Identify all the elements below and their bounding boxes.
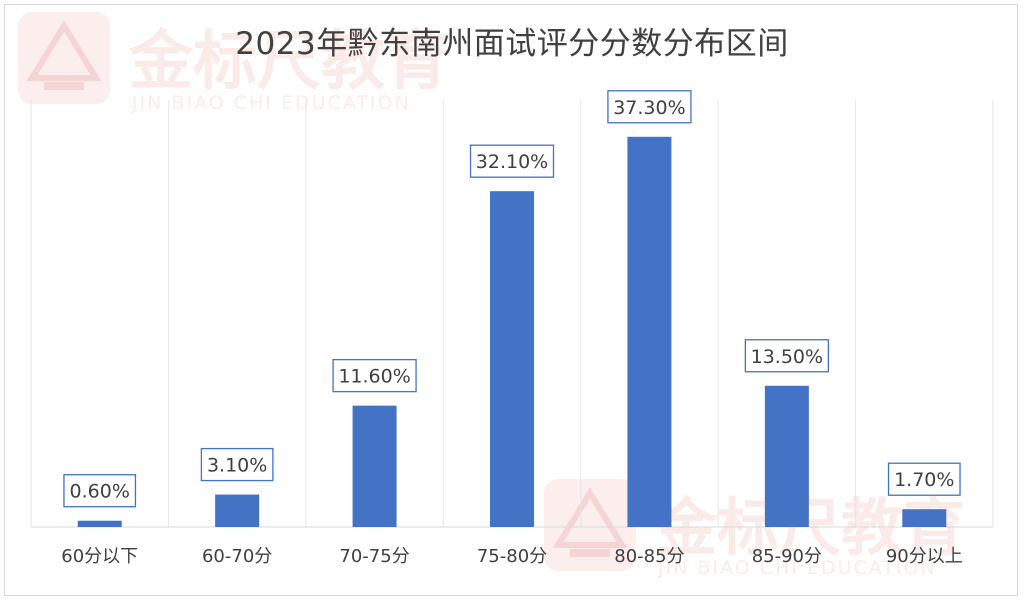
bar bbox=[490, 191, 534, 527]
x-tick-label: 75-80分 bbox=[477, 546, 547, 567]
data-label: 13.50% bbox=[751, 346, 823, 368]
data-label-box bbox=[607, 90, 692, 124]
bar bbox=[627, 136, 672, 527]
data-label-box bbox=[887, 462, 961, 496]
x-tick-label: 90分以上 bbox=[886, 546, 963, 567]
bar bbox=[352, 405, 397, 527]
data-label: 0.60% bbox=[70, 481, 130, 503]
x-tick-label: 85-90分 bbox=[752, 546, 822, 567]
data-label-box bbox=[744, 339, 830, 373]
bar bbox=[215, 494, 260, 527]
x-tick-label: 80-85分 bbox=[614, 546, 684, 567]
data-label-box bbox=[469, 144, 555, 178]
bar bbox=[77, 520, 122, 527]
data-label: 3.10% bbox=[207, 455, 267, 477]
data-label-box bbox=[332, 358, 417, 393]
bar bbox=[764, 385, 809, 527]
x-tick-label: 60分以下 bbox=[61, 546, 138, 567]
data-label-box bbox=[200, 447, 274, 482]
x-tick-label: 60-70分 bbox=[202, 546, 272, 567]
data-label-box bbox=[63, 474, 137, 508]
data-label: 37.30% bbox=[613, 97, 685, 119]
data-label: 11.60% bbox=[338, 366, 410, 388]
bar bbox=[902, 509, 947, 527]
x-tick-label: 70-75分 bbox=[339, 546, 409, 567]
data-label: 32.10% bbox=[476, 151, 548, 173]
chart-title: 2023年黔东南州面试评分分数分布区间 bbox=[235, 26, 789, 62]
data-label: 1.70% bbox=[894, 469, 954, 491]
